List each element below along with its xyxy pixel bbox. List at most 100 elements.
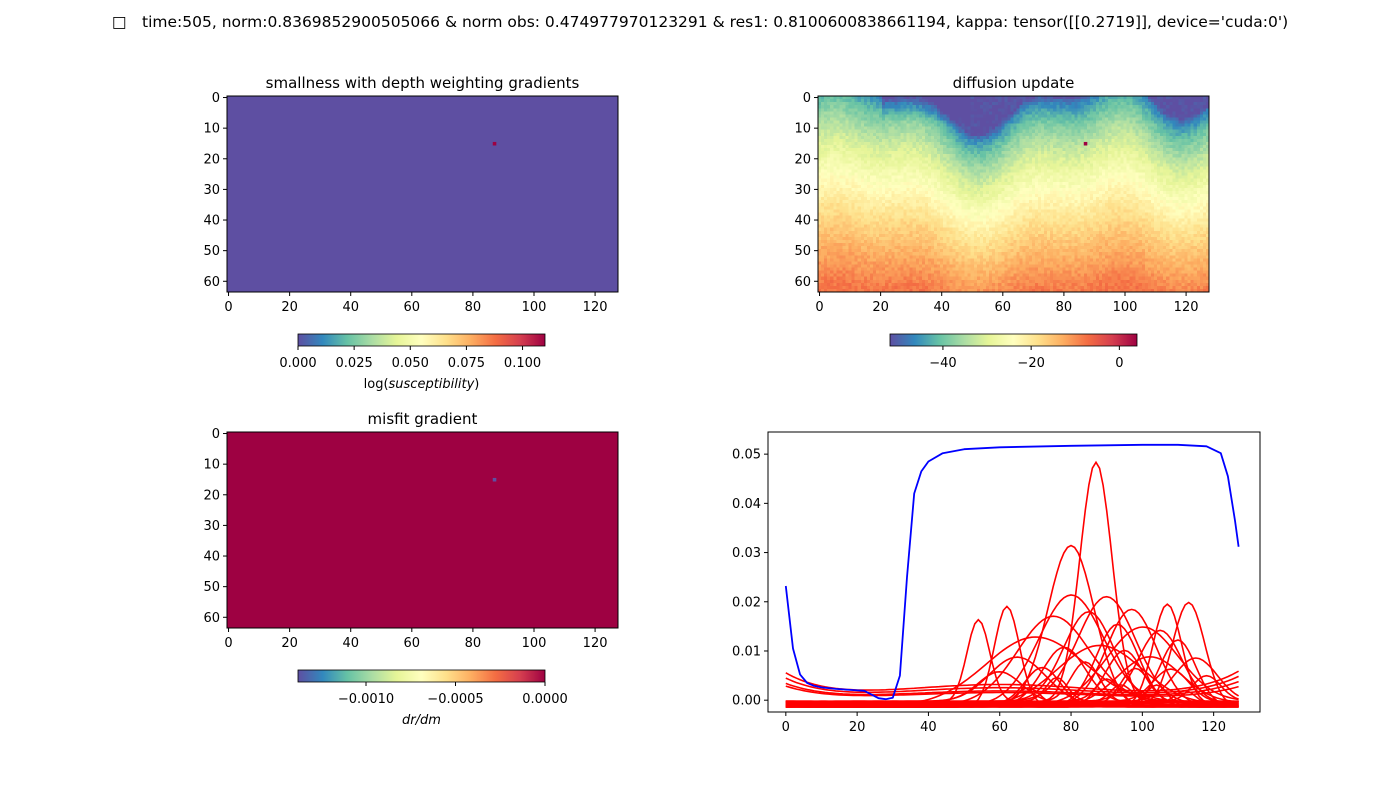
heatmap-cell — [830, 163, 834, 167]
heatmap-cell — [891, 172, 895, 176]
heatmap-cell — [1120, 105, 1124, 109]
heatmap-cell — [1095, 108, 1100, 112]
heatmap-cell — [824, 160, 828, 164]
heatmap-cell — [1037, 132, 1042, 137]
heatmap-cell — [1111, 190, 1115, 195]
heatmap-cell — [1001, 138, 1005, 143]
heatmap-cell — [989, 138, 993, 143]
heatmap-cell — [824, 166, 828, 170]
heatmap-cell — [1181, 197, 1185, 201]
heatmap-cell — [937, 108, 941, 112]
heatmap-cell — [1004, 117, 1008, 121]
heatmap-cell — [992, 141, 996, 146]
heatmap-cell — [1147, 166, 1152, 170]
heatmap-cell — [894, 154, 898, 158]
heatmap-cell — [1108, 163, 1112, 167]
heatmap-cell — [821, 178, 825, 183]
heatmap-cell — [943, 148, 947, 152]
heatmap-cell — [1141, 209, 1146, 213]
heatmap-cell — [934, 169, 938, 173]
heatmap-cell — [848, 184, 852, 189]
heatmap-cell — [1169, 157, 1173, 161]
heatmap-cell — [1154, 99, 1158, 103]
heatmap-cell — [818, 212, 822, 216]
heatmap-cell — [1037, 123, 1042, 127]
heatmap-cell — [1199, 102, 1204, 106]
heatmap-cell — [946, 209, 950, 213]
heatmap-cell — [845, 163, 849, 167]
heatmap-cell — [1138, 141, 1143, 146]
heatmap-cell — [1004, 96, 1008, 100]
heatmap-cell — [842, 108, 846, 112]
heatmap-cell — [1147, 111, 1152, 115]
heatmap-cell — [1037, 166, 1042, 170]
heatmap-cell — [1047, 181, 1051, 186]
heatmap-cell — [1077, 145, 1082, 149]
heatmap-cell — [842, 178, 846, 183]
heatmap-cell — [934, 132, 938, 137]
heatmap-cell — [1166, 184, 1170, 189]
heatmap-cell — [894, 132, 898, 137]
heatmap-cell — [891, 120, 895, 124]
heatmap-cell — [952, 181, 956, 186]
heatmap-cell — [1037, 151, 1042, 155]
heatmap-cell — [1160, 138, 1164, 143]
heatmap-cell — [1138, 126, 1143, 131]
heatmap-cell — [934, 114, 938, 118]
heatmap-cell — [1092, 178, 1097, 183]
heatmap-cell — [897, 172, 901, 176]
heatmap-cell — [860, 154, 865, 158]
heatmap-cell — [836, 187, 840, 192]
heatmap-cell — [1080, 187, 1085, 192]
heatmap-cell — [1080, 197, 1085, 201]
heatmap-cell — [1150, 129, 1155, 134]
heatmap-cell — [1196, 184, 1201, 189]
heatmap-cell — [998, 157, 1002, 161]
heatmap-cell — [946, 175, 950, 180]
heatmap-cell — [1150, 203, 1155, 207]
heatmap-cell — [1053, 206, 1057, 210]
heatmap-cell — [900, 206, 904, 210]
heatmap-cell — [1004, 203, 1008, 207]
heatmap-cell — [1196, 209, 1201, 213]
heatmap-cell — [1095, 141, 1100, 146]
heatmap-cell — [1147, 105, 1152, 109]
heatmap-cell — [1019, 203, 1024, 207]
heatmap-cell — [970, 117, 975, 121]
heatmap-cell — [1187, 96, 1192, 100]
heatmap-cell — [906, 120, 910, 124]
heatmap-cell — [940, 166, 944, 170]
heatmap-cell — [1037, 108, 1042, 112]
heatmap-cell — [1184, 190, 1188, 195]
heatmap-cell — [1025, 203, 1030, 207]
heatmap-cell — [1047, 200, 1051, 204]
heatmap-cell — [955, 108, 959, 112]
heatmap-cell — [1089, 148, 1094, 152]
heatmap-cell — [894, 197, 898, 201]
heatmap-cell — [961, 203, 965, 207]
heatmap-cell — [1007, 148, 1011, 152]
heatmap-cell — [885, 166, 889, 170]
heatmap-cell — [1074, 209, 1078, 213]
heatmap-cell — [1010, 212, 1014, 216]
heatmap-cell — [982, 203, 987, 207]
heatmap-cell — [1007, 111, 1011, 115]
heatmap-cell — [845, 203, 849, 207]
heatmap-cell — [1184, 151, 1188, 155]
heatmap-cell — [1172, 175, 1176, 180]
heatmap-cell — [1138, 129, 1143, 134]
heatmap-cell — [1010, 141, 1014, 146]
heatmap-cell — [1190, 166, 1195, 170]
heatmap-cell — [1181, 117, 1185, 121]
heatmap-cell — [1166, 209, 1170, 213]
heatmap-cell — [860, 126, 865, 131]
heatmap-cell — [1172, 132, 1176, 137]
heatmap-cell — [824, 114, 828, 118]
heatmap-cell — [1089, 203, 1094, 207]
heatmap-cell — [1169, 117, 1173, 121]
heatmap-cell — [851, 190, 855, 195]
heatmap-cell — [937, 181, 941, 186]
heatmap-cell — [1080, 123, 1085, 127]
heatmap-cell — [1123, 105, 1127, 109]
heatmap-cell — [1199, 157, 1204, 161]
